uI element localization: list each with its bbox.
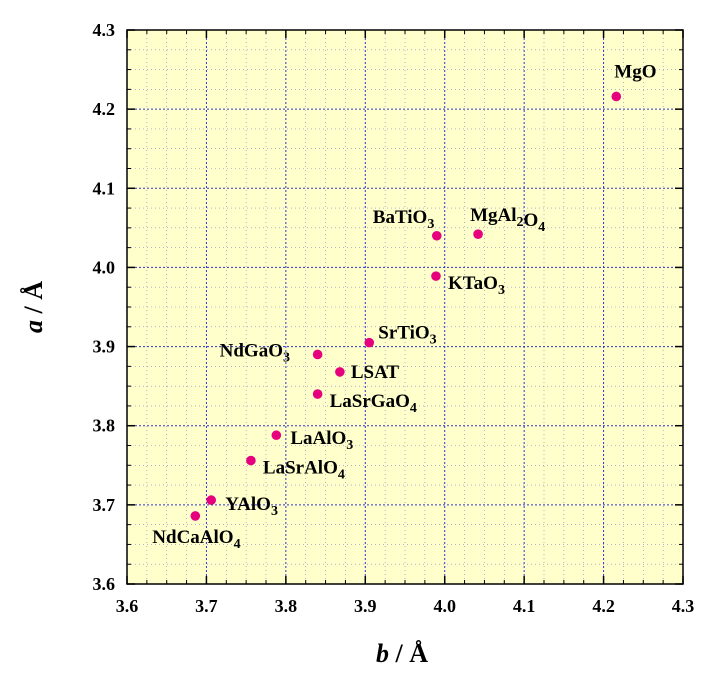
point-label: NdCaAlO4 xyxy=(152,527,240,552)
y-tick-label: 3.7 xyxy=(93,495,116,515)
data-point xyxy=(312,349,323,360)
x-tick-label: 4.2 xyxy=(592,596,615,616)
point-label: MgO xyxy=(614,61,656,82)
y-tick-label: 3.9 xyxy=(93,337,116,357)
y-tick-label: 3.6 xyxy=(93,574,116,594)
data-points xyxy=(190,91,622,521)
x-tick-label: 4.0 xyxy=(433,596,456,616)
point-label: SrTiO3 xyxy=(378,323,436,348)
point-label: NdGaO3 xyxy=(220,340,290,365)
data-point xyxy=(431,230,442,241)
point-label: LaAlO3 xyxy=(290,428,353,453)
data-point xyxy=(431,271,441,281)
x-axis-variable: b xyxy=(376,639,389,668)
x-tick-label: 3.6 xyxy=(116,596,139,616)
x-tick-label: 3.9 xyxy=(354,596,377,616)
data-point xyxy=(473,229,483,239)
data-point xyxy=(611,91,622,102)
y-tick-label: 4.2 xyxy=(93,99,116,119)
data-point xyxy=(206,495,216,505)
data-point xyxy=(335,367,345,377)
point-label: YAlO3 xyxy=(225,494,278,519)
grid-lines xyxy=(127,30,683,584)
point-label: LaSrGaO4 xyxy=(330,391,417,416)
data-point xyxy=(271,430,282,441)
x-tick-label: 4.1 xyxy=(513,596,536,616)
y-tick-label: 4.0 xyxy=(93,257,116,277)
y-tick-label: 4.1 xyxy=(93,178,116,198)
point-labels: MgO BaTiO3 MgAl2O4 KTaO3 SrTiO3 NdGaO3 LSAT LaS… xyxy=(152,61,656,551)
point-label: LSAT xyxy=(351,362,400,383)
data-point xyxy=(190,511,201,521)
data-point xyxy=(364,337,375,348)
data-point xyxy=(312,389,323,399)
point-label: KTaO3 xyxy=(448,273,505,298)
x-axis-unit: / Å xyxy=(389,639,428,668)
y-axis-variable: a xyxy=(19,320,48,333)
point-label: BaTiO3 xyxy=(373,207,435,232)
point-label: MgAl2O4 xyxy=(470,205,545,235)
y-tick-label: 3.8 xyxy=(93,416,116,436)
y-axis-unit: / Å xyxy=(19,281,48,320)
point-label: LaSrAlO4 xyxy=(263,458,345,483)
y-tick-label: 4.3 xyxy=(93,20,116,40)
x-tick-label: 4.3 xyxy=(672,596,695,616)
data-point xyxy=(246,455,256,466)
x-axis-label: b / Å xyxy=(376,639,428,668)
y-axis-label: a / Å xyxy=(19,281,48,333)
x-tick-label: 3.7 xyxy=(195,596,218,616)
axis-ticks: 3.6 3.7 3.8 3.9 4.0 4.1 4.2 4.3 3.6 3.7 3.8 3.9 4.0 4… xyxy=(93,20,695,616)
x-tick-label: 3.8 xyxy=(275,596,298,616)
